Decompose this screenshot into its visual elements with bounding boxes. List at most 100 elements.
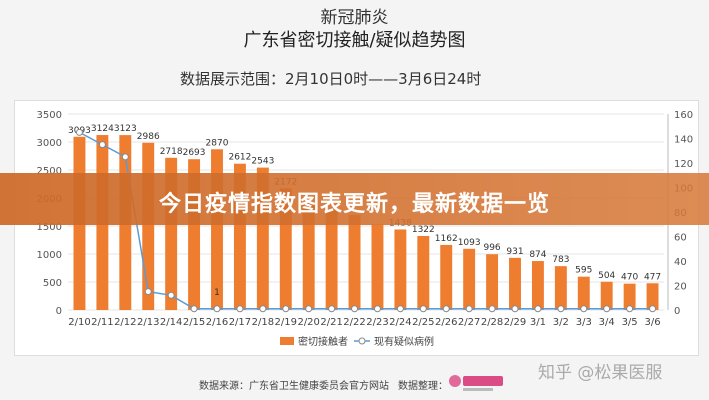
line-point bbox=[580, 305, 588, 313]
x-tick-label: 2/10 bbox=[68, 317, 90, 328]
x-tick-label: 2/22 bbox=[343, 317, 365, 328]
y2-tick-label: 160 bbox=[674, 110, 693, 121]
bar bbox=[256, 167, 269, 310]
legend-label-contacts: 密切接触者 bbox=[298, 335, 348, 348]
x-tick-label: 2/28 bbox=[481, 317, 503, 328]
headline-banner[interactable] bbox=[0, 173, 709, 225]
line-point bbox=[75, 128, 83, 136]
bar-value-label: 477 bbox=[644, 272, 661, 282]
y-tick-label: 3000 bbox=[37, 138, 62, 149]
x-tick-label: 2/18 bbox=[252, 317, 274, 328]
x-tick-label: 2/11 bbox=[91, 317, 113, 328]
line-point bbox=[259, 305, 267, 313]
bar-value-label: 595 bbox=[575, 266, 592, 276]
x-tick-label: 2/25 bbox=[412, 317, 434, 328]
line-point bbox=[167, 291, 175, 299]
y-tick-label: 0 bbox=[56, 306, 62, 317]
x-tick-label: 2/19 bbox=[275, 317, 297, 328]
x-tick-label: 2/27 bbox=[458, 317, 480, 328]
bar bbox=[302, 203, 315, 310]
line-point bbox=[534, 305, 542, 313]
y2-tick-label: 20 bbox=[674, 282, 687, 293]
y-tick-label: 1000 bbox=[37, 250, 62, 261]
chart-title-line1: 新冠肺炎 bbox=[320, 8, 389, 28]
x-tick-label: 3/4 bbox=[599, 317, 615, 328]
headline-banner-text[interactable]: 今日疫情指数图表更新，最新数据一览 bbox=[158, 192, 550, 217]
line-point bbox=[442, 305, 450, 313]
x-tick-label: 2/16 bbox=[206, 317, 228, 328]
bar bbox=[440, 244, 453, 310]
bar-value-label: 874 bbox=[529, 250, 546, 260]
line-point bbox=[465, 305, 473, 313]
line-point bbox=[419, 305, 427, 313]
line-point bbox=[282, 305, 290, 313]
bar-value-label: 470 bbox=[621, 273, 638, 283]
line-point bbox=[351, 305, 359, 313]
bar bbox=[325, 209, 338, 310]
x-tick-label: 2/17 bbox=[229, 317, 251, 328]
x-tick-label: 2/12 bbox=[114, 317, 136, 328]
bar bbox=[279, 188, 292, 310]
legend-swatch-contacts bbox=[280, 337, 294, 345]
x-tick-label: 2/29 bbox=[504, 317, 526, 328]
y2-tick-label: 140 bbox=[674, 135, 693, 146]
data-source-text: 数据来源：广东省卫生健康委员会官方网站 bbox=[199, 381, 389, 392]
y-tick-label: 500 bbox=[43, 278, 62, 289]
bar bbox=[463, 248, 476, 310]
bar-value-label: 2718 bbox=[160, 147, 183, 157]
x-tick-label: 2/20 bbox=[297, 317, 319, 328]
bar-value-label: 1322 bbox=[412, 225, 435, 235]
bar bbox=[486, 254, 499, 310]
bar-value-label: 931 bbox=[506, 247, 523, 257]
zhihu-watermark: 知乎 @松果医服 bbox=[538, 363, 663, 383]
x-tick-label: 3/2 bbox=[553, 317, 569, 328]
chart-title-line2: 广东省密切接触/疑似趋势图 bbox=[243, 30, 466, 51]
y-tick-label: 1500 bbox=[37, 222, 62, 233]
x-tick-label: 2/24 bbox=[389, 317, 411, 328]
x-tick-label: 2/26 bbox=[435, 317, 457, 328]
bar-value-label: 783 bbox=[552, 255, 569, 265]
y2-tick-label: 60 bbox=[674, 233, 687, 244]
line-point bbox=[373, 305, 381, 313]
line-series bbox=[79, 131, 653, 310]
bar-value-label: 1162 bbox=[435, 234, 458, 244]
bar bbox=[394, 229, 407, 310]
line-point bbox=[626, 305, 634, 313]
bar-value-label: 2612 bbox=[228, 153, 251, 163]
line-point bbox=[603, 305, 611, 313]
x-tick-label: 2/23 bbox=[366, 317, 388, 328]
x-tick-label: 3/3 bbox=[576, 317, 592, 328]
bar-value-label: 1093 bbox=[458, 238, 481, 248]
line-point bbox=[396, 305, 404, 313]
bar bbox=[417, 235, 430, 310]
bar bbox=[577, 276, 590, 310]
bar-value-label: 504 bbox=[598, 271, 615, 281]
line-point bbox=[511, 305, 519, 313]
y-tick-label: 2500 bbox=[37, 166, 62, 177]
line-point bbox=[649, 305, 657, 313]
line-value-label: 1 bbox=[214, 288, 220, 298]
bar bbox=[646, 283, 659, 310]
bar-value-label: 2543 bbox=[251, 157, 274, 167]
line-point bbox=[190, 305, 198, 313]
x-tick-label: 3/5 bbox=[622, 317, 638, 328]
legend-label-suspected: 现有疑似病例 bbox=[374, 335, 434, 348]
x-tick-label: 2/13 bbox=[137, 317, 159, 328]
bar-value-label: 996 bbox=[483, 243, 500, 253]
bar bbox=[211, 149, 223, 310]
x-tick-label: 2/15 bbox=[183, 317, 205, 328]
legend-marker-suspected bbox=[358, 337, 366, 345]
bar bbox=[142, 142, 155, 310]
bar bbox=[509, 257, 521, 310]
y2-tick-label: 0 bbox=[674, 306, 680, 317]
bar bbox=[554, 266, 567, 310]
bar bbox=[623, 283, 636, 310]
x-tick-label: 2/21 bbox=[320, 317, 342, 328]
bar bbox=[188, 159, 201, 310]
bar-value-label: 2986 bbox=[137, 132, 160, 142]
bar bbox=[371, 224, 384, 310]
bar-value-label: 2870 bbox=[206, 138, 229, 148]
line-point bbox=[557, 305, 565, 313]
bar bbox=[600, 281, 613, 310]
line-point bbox=[488, 305, 496, 313]
